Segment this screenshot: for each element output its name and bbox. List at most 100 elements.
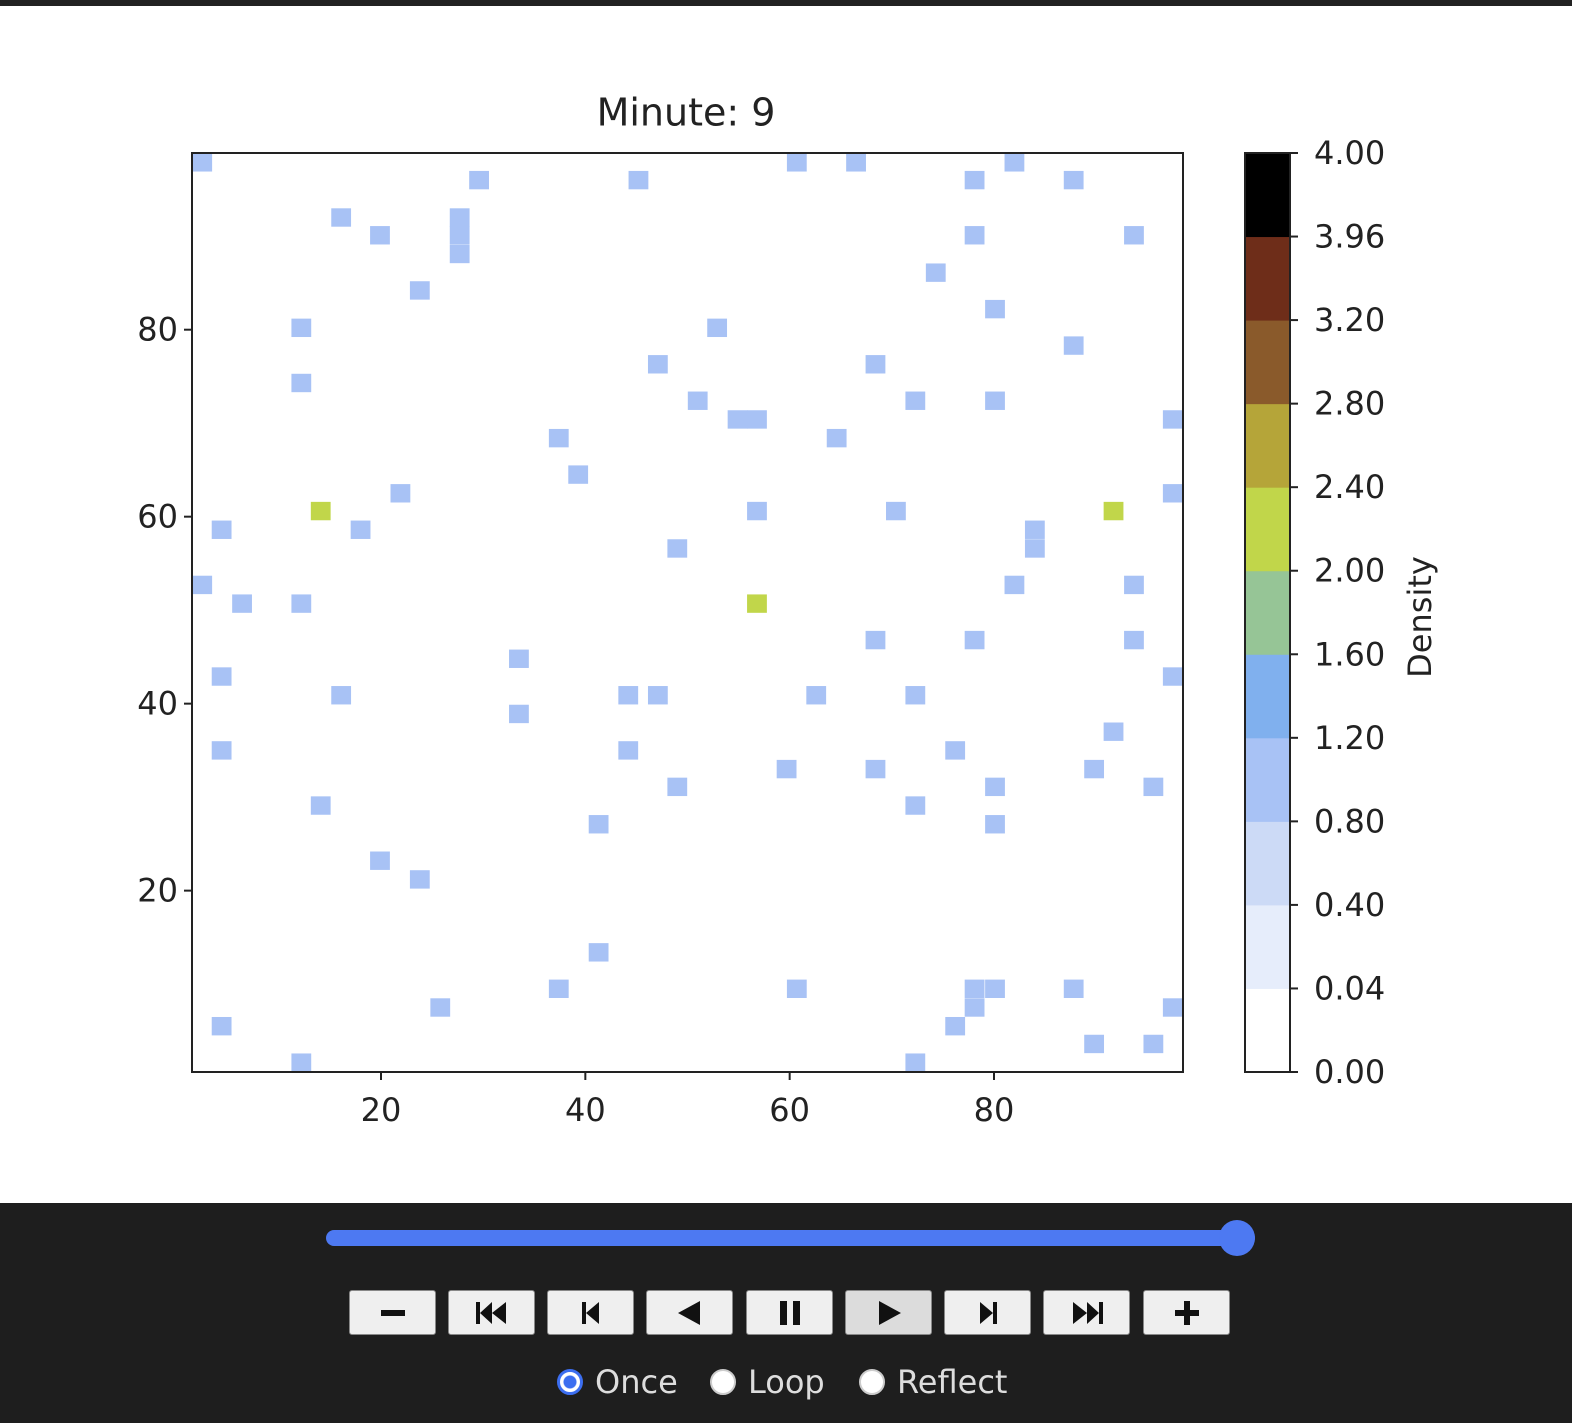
next-frame-button[interactable]: [944, 1290, 1031, 1335]
colorbar-band: [1245, 737, 1290, 822]
y-tick-label: 60: [137, 498, 178, 536]
heatmap-cell: [776, 759, 797, 779]
y-tick-label: 40: [137, 685, 178, 723]
heatmap-cell: [1143, 1034, 1164, 1054]
previous-frame-button[interactable]: [547, 1290, 634, 1335]
heatmap-cell: [1084, 759, 1105, 779]
heatmap-cell: [331, 208, 352, 227]
colorbar-tick-label: 1.60: [1314, 635, 1385, 673]
heatmap-cell: [1084, 1034, 1105, 1054]
heatmap-cell: [647, 686, 668, 705]
radio-label[interactable]: Once: [595, 1363, 678, 1401]
heatmap-cell: [846, 153, 866, 172]
colorbar-band: [1245, 153, 1290, 238]
heatmap-cell: [667, 539, 688, 558]
colorbar-band: [1245, 654, 1290, 739]
heatmap-cell: [548, 428, 569, 448]
heatmap-cell: [964, 979, 985, 998]
heatmap-cell: [905, 1053, 926, 1072]
heatmap-cell: [985, 979, 1005, 998]
heatmap-cell: [964, 630, 985, 650]
colorbar-tick-label: 2.40: [1314, 468, 1385, 506]
heatmap-cell: [310, 501, 331, 521]
chart-title: Minute: 9: [597, 91, 776, 135]
heatmap-cell: [905, 686, 926, 705]
heatmap-cell: [618, 741, 639, 760]
heatmap-cell: [548, 979, 569, 998]
heatmap-cell: [409, 281, 430, 300]
heatmap-cell: [430, 998, 451, 1017]
heatmap-cell: [647, 355, 668, 374]
heatmap-cell: [687, 391, 708, 410]
heatmap-cell: [211, 741, 232, 760]
radio-label[interactable]: Reflect: [897, 1363, 1008, 1401]
radio-button[interactable]: [859, 1369, 885, 1395]
heatmap-cell: [568, 465, 589, 484]
play-button[interactable]: [845, 1290, 932, 1335]
heatmap-cell: [192, 153, 213, 172]
heatmap-cell: [509, 649, 529, 668]
heatmap-cell: [747, 501, 767, 521]
colorbar-tick-label: 4.00: [1314, 134, 1385, 172]
frame-slider[interactable]: [326, 1230, 1255, 1246]
heatmap-cell: [350, 520, 371, 539]
faster-button[interactable]: [1143, 1290, 1230, 1335]
heatmap-cell: [588, 815, 609, 834]
heatmap-cell: [1024, 539, 1045, 558]
heatmap-cell: [985, 299, 1005, 319]
first-frame-button[interactable]: [448, 1290, 535, 1335]
heatmap-cell: [865, 630, 886, 650]
heatmap-cell: [370, 851, 390, 870]
loop-option[interactable]: Reflect: [859, 1363, 1007, 1401]
chart: Minute: 9 Density 20 40 60 80 20 40 60 80 0.00 0.…: [137, 91, 1439, 1130]
y-tick-label: 20: [137, 872, 178, 910]
play-reverse-button[interactable]: [646, 1290, 733, 1335]
colorbar-tick-label: 3.96: [1314, 218, 1385, 256]
colorbar-tick-label: 0.04: [1314, 969, 1385, 1007]
heatmap-cell: [747, 410, 767, 429]
heatmap-cell: [211, 1016, 232, 1036]
colorbar-band: [1245, 904, 1290, 989]
heatmap-cell: [211, 667, 232, 686]
y-tick-label: 80: [137, 311, 178, 349]
heatmap-cell: [232, 594, 252, 613]
heatmap-cell: [1063, 979, 1084, 998]
radio-button[interactable]: [557, 1369, 583, 1395]
colorbar-tick-label: 2.00: [1314, 552, 1385, 590]
heatmap-cell: [707, 318, 728, 338]
heatmap-cell: [786, 979, 807, 998]
heatmap-cell: [1124, 226, 1144, 245]
x-tick-label: 20: [361, 1091, 402, 1129]
loop-option[interactable]: Loop: [710, 1363, 825, 1401]
heatmap-cell: [449, 226, 470, 245]
heatmap-cell: [964, 226, 985, 245]
heatmap-cell: [905, 796, 926, 815]
heatmap-cell: [291, 318, 312, 338]
slower-button[interactable]: [349, 1290, 436, 1335]
colorbar-tick-label: 0.80: [1314, 802, 1385, 840]
colorbar-frame: [1244, 152, 1291, 1073]
heatmap-cell: [1103, 501, 1124, 521]
heatmap-cell: [192, 575, 213, 595]
radio-button[interactable]: [710, 1369, 736, 1395]
heatmap-cell: [945, 741, 966, 760]
heatmap-cell: [865, 355, 886, 374]
pause-button[interactable]: [746, 1290, 833, 1335]
heatmap-cell: [1124, 575, 1144, 595]
loop-option[interactable]: Once: [557, 1363, 678, 1401]
last-frame-button[interactable]: [1043, 1290, 1130, 1335]
radio-label[interactable]: Loop: [748, 1363, 825, 1401]
heatmap-cell: [1063, 336, 1084, 355]
colorbar-band: [1245, 988, 1290, 1073]
heatmap-cell: [449, 244, 470, 264]
heatmap-cell: [1063, 170, 1084, 190]
heatmap-cell: [905, 391, 926, 410]
top-bar: [0, 0, 1572, 6]
heatmap-cell: [865, 759, 886, 779]
heatmap-cell: [826, 428, 847, 448]
heatmap-cell: [964, 170, 985, 190]
slider-thumb[interactable]: [1219, 1220, 1255, 1256]
heatmap-cell: [985, 391, 1005, 410]
colorbar-band: [1245, 821, 1290, 906]
